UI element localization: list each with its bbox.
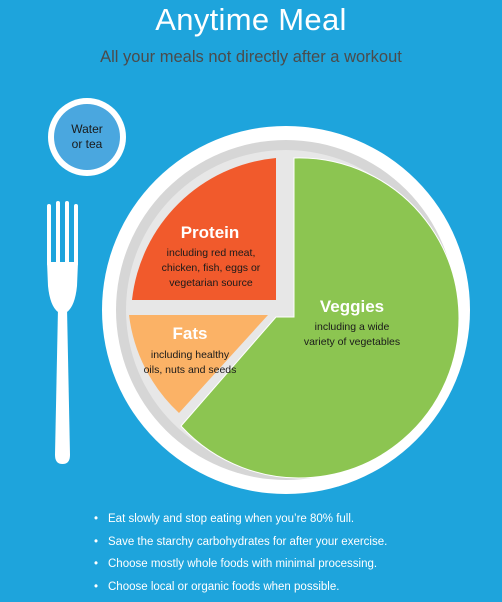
list-item: • Choose mostly whole foods with minimal … (94, 557, 387, 580)
veggies-desc-line1: including a wide (315, 321, 390, 333)
fork-icon (47, 201, 78, 464)
glass-icon: Water or tea (48, 98, 126, 176)
protein-title: Protein (181, 223, 240, 242)
list-item: • Choose local or organic foods when poss… (94, 580, 387, 602)
veggies-desc-line2: variety of vegetables (304, 336, 400, 348)
tips-list: • Eat slowly and stop eating when you’re … (94, 512, 387, 602)
fats-title: Fats (173, 324, 208, 343)
bullet-icon: • (94, 512, 98, 526)
fats-desc-line2: oils, nuts and seeds (144, 364, 237, 376)
bullet-icon: • (94, 580, 98, 594)
protein-desc-line3: vegetarian source (169, 277, 253, 289)
protein-desc-line2: chicken, fish, eggs or (162, 262, 261, 274)
bullet-icon: • (94, 535, 98, 549)
bullet-icon: • (94, 557, 98, 571)
list-item: • Eat slowly and stop eating when you’re … (94, 512, 387, 535)
tip-text: Choose mostly whole foods with minimal p… (108, 558, 377, 570)
tip-text: Choose local or organic foods when possi… (108, 581, 339, 593)
list-item: • Save the starchy carbohydrates for afte… (94, 535, 387, 558)
fats-desc-line1: including healthy (151, 349, 230, 361)
tip-text: Save the starchy carbohydrates for after… (108, 536, 387, 548)
drink-label-line1: Water (71, 122, 103, 136)
veggies-title: Veggies (320, 297, 384, 316)
tip-text: Eat slowly and stop eating when you’re 8… (108, 513, 354, 525)
protein-desc-line1: including red meat, (167, 247, 256, 259)
drink-label-line2: or tea (72, 137, 103, 151)
